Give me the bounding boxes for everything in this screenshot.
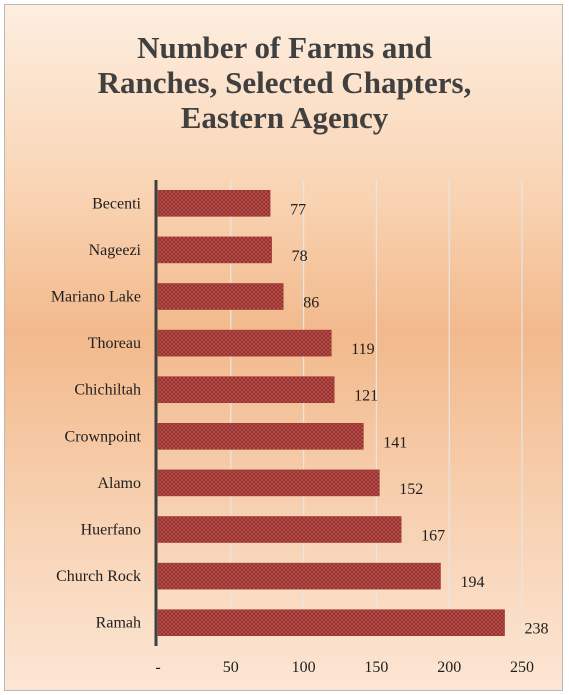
category-label: Crownpoint [65,428,142,445]
bar-nageezi [157,236,272,264]
bar-huerfano [157,516,402,543]
bar-becenti [157,190,271,217]
value-label: 194 [460,574,484,591]
x-tick-label: - [155,659,160,676]
category-label: Chichiltah [74,382,141,399]
value-label: 152 [399,481,423,498]
value-label: 119 [351,341,374,358]
value-label: 238 [525,621,549,638]
value-label: 167 [421,528,445,545]
bar-thoreau [157,329,332,357]
category-label: Huerfano [81,522,141,539]
bar-church-rock [157,562,441,590]
category-label: Alamo [97,475,141,492]
value-label: 78 [292,248,308,265]
labels: Becenti 77 Nageezi 78 Mariano Lake 86 Thoreau 1… [51,195,549,676]
x-tick-label: 200 [437,659,461,676]
x-tick-label: 250 [510,659,534,676]
bar-alamo [157,469,380,497]
value-label: 121 [354,388,378,405]
value-label: 77 [290,201,306,218]
value-label: 86 [303,295,319,312]
category-label: Nageezi [89,242,142,259]
x-tick-label: 50 [223,659,239,676]
category-label: Thoreau [88,335,141,352]
bar-crownpoint [157,422,364,450]
category-label: Church Rock [56,568,141,585]
bars [157,190,505,637]
chart-title: Number of Farms and Ranches, Selected Ch… [97,30,472,135]
category-label: Ramah [96,615,141,632]
bar-chichiltah [157,376,335,404]
bar-mariano-lake [157,283,284,310]
value-label: 141 [383,434,407,451]
x-tick-label: 100 [292,659,316,676]
x-tick-label: 150 [364,659,388,676]
bar-ramah [157,609,505,637]
category-label: Mariano Lake [51,289,141,306]
category-label: Becenti [92,195,141,212]
